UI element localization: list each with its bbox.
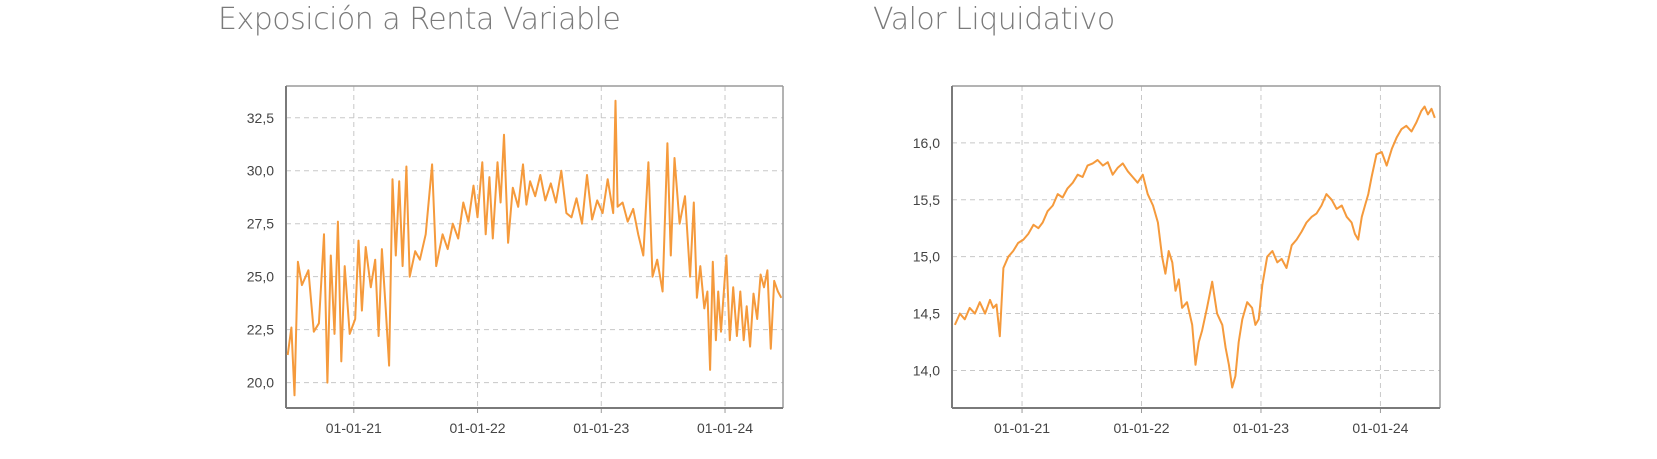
y-tick-label: 32,5 [247, 110, 274, 126]
y-tick-label: 15,5 [913, 192, 940, 208]
x-tick-label: 01-01-21 [994, 420, 1050, 436]
x-tick-label: 01-01-23 [573, 420, 629, 436]
y-tick-label: 27,5 [247, 216, 274, 232]
y-tick-label: 15,0 [913, 249, 940, 265]
y-tick-label: 20,0 [247, 375, 274, 391]
x-tick-label: 01-01-22 [1113, 420, 1169, 436]
series-line [286, 99, 783, 397]
y-tick-label: 22,5 [247, 322, 274, 338]
chart-title-valor-liquidativo: Valor Liquidativo [873, 2, 1115, 37]
y-tick-label: 25,0 [247, 269, 274, 285]
y-tick-label: 16,0 [913, 135, 940, 151]
chart-valor-liquidativo: 14,0 14,5 15,0 15,5 16,0 01-01-21 01-01-22 01-0… [913, 85, 1441, 436]
chart-title-exposicion: Exposición a Renta Variable [218, 2, 621, 37]
series-line [953, 105, 1436, 389]
chart-exposicion-renta-variable: 20,0 22,5 25,0 27,5 30,0 32,5 01-01-21 01-01-22… [247, 85, 784, 436]
x-tick-label: 01-01-23 [1233, 420, 1289, 436]
x-tick-label: 01-01-21 [326, 420, 382, 436]
y-tick-label: 14,0 [913, 362, 940, 378]
y-tick-label: 30,0 [247, 163, 274, 179]
plot-area [286, 86, 783, 408]
x-tick-label: 01-01-24 [1352, 420, 1408, 436]
y-tick-label: 14,5 [913, 306, 940, 322]
x-tick-label: 01-01-24 [697, 420, 753, 436]
x-tick-label: 01-01-22 [450, 420, 506, 436]
plot-area [952, 86, 1440, 408]
